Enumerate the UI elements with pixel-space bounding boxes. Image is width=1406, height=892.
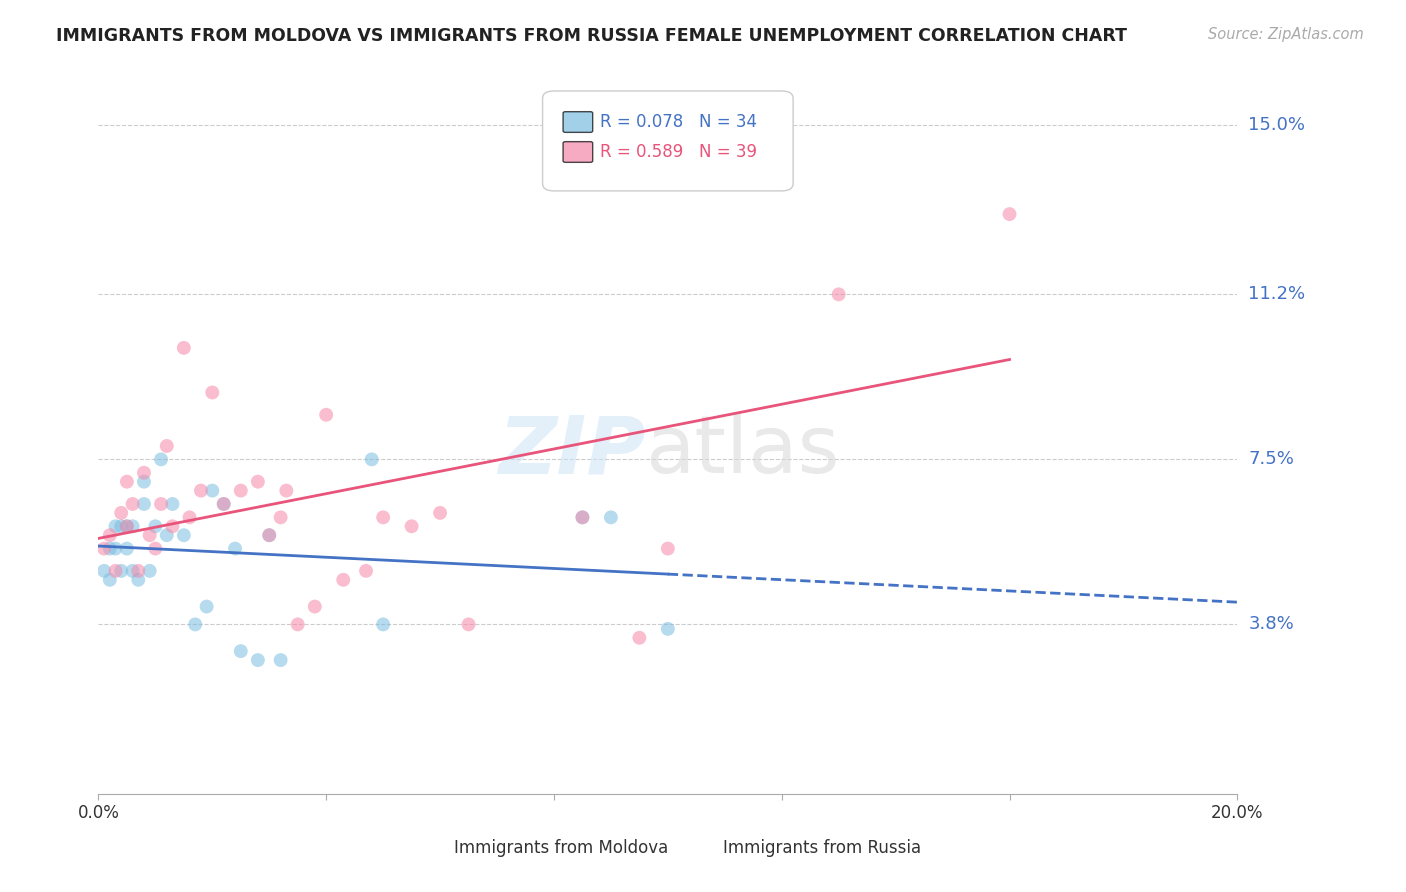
- Point: [276, 483, 298, 498]
- Point: [173, 341, 195, 355]
- Point: [93, 564, 115, 578]
- FancyBboxPatch shape: [562, 142, 593, 162]
- Point: [304, 599, 326, 614]
- Point: [571, 510, 593, 524]
- Point: [121, 519, 143, 533]
- Text: 15.0%: 15.0%: [1249, 116, 1305, 134]
- Point: [229, 483, 252, 498]
- Point: [600, 153, 623, 168]
- Point: [127, 573, 149, 587]
- Point: [212, 497, 235, 511]
- Point: [150, 452, 173, 467]
- Point: [156, 528, 179, 542]
- Point: [360, 452, 382, 467]
- Text: ZIP: ZIP: [498, 412, 645, 491]
- Point: [121, 564, 143, 578]
- Point: [190, 483, 212, 498]
- Point: [110, 519, 132, 533]
- Point: [828, 287, 851, 301]
- Point: [259, 528, 281, 542]
- Point: [115, 519, 138, 533]
- Point: [156, 439, 179, 453]
- FancyBboxPatch shape: [420, 838, 450, 857]
- Point: [457, 617, 479, 632]
- Point: [98, 573, 121, 587]
- Text: atlas: atlas: [645, 412, 839, 491]
- Point: [571, 510, 593, 524]
- Text: Immigrants from Moldova: Immigrants from Moldova: [454, 839, 668, 857]
- Point: [657, 622, 679, 636]
- Point: [162, 519, 184, 533]
- Point: [270, 653, 292, 667]
- Point: [657, 541, 679, 556]
- Point: [373, 617, 395, 632]
- Point: [201, 483, 224, 498]
- Point: [132, 475, 155, 489]
- Point: [246, 475, 269, 489]
- Text: Source: ZipAtlas.com: Source: ZipAtlas.com: [1208, 27, 1364, 42]
- Point: [600, 510, 623, 524]
- Point: [98, 541, 121, 556]
- Text: 3.8%: 3.8%: [1249, 615, 1294, 633]
- Point: [115, 519, 138, 533]
- Point: [127, 564, 149, 578]
- Point: [179, 510, 201, 524]
- Point: [354, 564, 377, 578]
- Text: 7.5%: 7.5%: [1249, 450, 1295, 468]
- Point: [998, 207, 1021, 221]
- Point: [132, 466, 155, 480]
- Point: [104, 564, 127, 578]
- Point: [145, 541, 167, 556]
- Point: [401, 519, 423, 533]
- Point: [229, 644, 252, 658]
- Point: [246, 653, 269, 667]
- Text: R = 0.589   N = 39: R = 0.589 N = 39: [599, 144, 756, 161]
- Point: [98, 528, 121, 542]
- Point: [173, 528, 195, 542]
- Point: [115, 475, 138, 489]
- Point: [332, 573, 354, 587]
- Point: [224, 541, 246, 556]
- Point: [429, 506, 451, 520]
- Point: [315, 408, 337, 422]
- FancyBboxPatch shape: [562, 112, 593, 132]
- Point: [121, 497, 143, 511]
- Point: [110, 564, 132, 578]
- Point: [212, 497, 235, 511]
- Point: [110, 506, 132, 520]
- Point: [270, 510, 292, 524]
- Point: [138, 564, 160, 578]
- Point: [104, 541, 127, 556]
- Text: Immigrants from Russia: Immigrants from Russia: [723, 839, 921, 857]
- Point: [287, 617, 309, 632]
- Point: [138, 528, 160, 542]
- Point: [132, 497, 155, 511]
- Point: [150, 497, 173, 511]
- Point: [201, 385, 224, 400]
- Text: R = 0.078   N = 34: R = 0.078 N = 34: [599, 113, 756, 131]
- Point: [104, 519, 127, 533]
- Text: 11.2%: 11.2%: [1249, 285, 1306, 303]
- Point: [184, 617, 207, 632]
- FancyBboxPatch shape: [689, 838, 718, 857]
- Point: [259, 528, 281, 542]
- Point: [115, 541, 138, 556]
- Text: IMMIGRANTS FROM MOLDOVA VS IMMIGRANTS FROM RUSSIA FEMALE UNEMPLOYMENT CORRELATIO: IMMIGRANTS FROM MOLDOVA VS IMMIGRANTS FR…: [56, 27, 1128, 45]
- Point: [93, 541, 115, 556]
- Point: [145, 519, 167, 533]
- Point: [162, 497, 184, 511]
- Point: [373, 510, 395, 524]
- FancyBboxPatch shape: [543, 91, 793, 191]
- Point: [195, 599, 218, 614]
- Point: [628, 631, 651, 645]
